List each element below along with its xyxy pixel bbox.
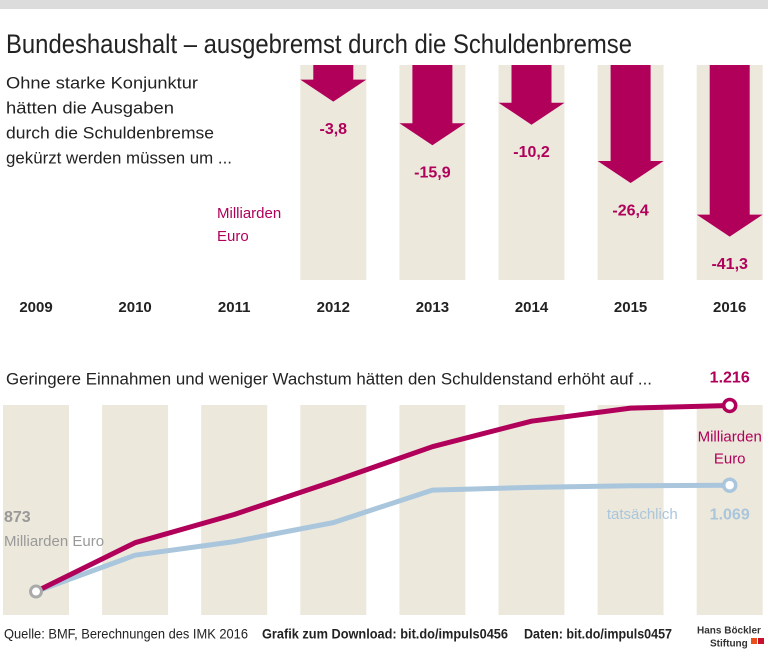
subtitle: Ohne starke Konjunktur [6,73,198,92]
logo-square [751,638,757,644]
subtitle: Geringere Einnahmen und weniger Wachstum… [6,369,652,388]
subtitle: hätten die Ausgaben [6,98,174,117]
end-value-label: 1.216 [710,370,750,387]
subtitle: gekürzt werden müssen um ... [6,148,232,167]
column [597,405,664,615]
unit-label: Euro [217,228,249,245]
value-label: -10,2 [513,144,550,161]
year-label: 2010 [118,299,151,316]
end-value-label: 1.069 [710,506,750,523]
arrow [498,65,565,125]
year-label: 2015 [614,299,647,316]
series-line [35,482,730,594]
logo-text: Hans Böckler [697,626,761,637]
year-label: 2013 [416,299,449,316]
top-band [0,0,768,9]
start-unit-label: Milliarden Euro [4,533,104,550]
end-unit-label: Euro [714,450,746,467]
download-link: Grafik zum Download: bit.do/impuls0456 [262,626,508,642]
arrow [300,65,367,102]
arrow [696,65,763,237]
arrow [399,65,466,146]
title: Bundeshaushalt – ausgebremst durch die S… [6,29,632,59]
column [201,405,268,615]
arrow [597,65,664,184]
year-label: 2012 [317,299,350,316]
logo-text: Stiftung [710,639,748,650]
column [102,405,169,615]
series-line [34,402,730,594]
value-label: -3,8 [320,121,348,138]
end-point [721,477,738,493]
column [399,405,466,615]
year-label: 2011 [218,299,251,316]
start-value-label: 873 [4,509,31,526]
source: Quelle: BMF, Berechnungen des IMK 2016 [4,626,248,642]
year-label: 2009 [19,299,52,316]
start-point [29,584,43,599]
value-label: -41,3 [711,256,748,273]
year-label: 2016 [713,299,746,316]
value-label: -15,9 [414,164,451,181]
data-link: Daten: bit.do/impuls0457 [524,626,672,642]
column [300,405,367,615]
column [696,405,763,615]
end-unit-label: Milliarden [698,428,762,445]
subtitle: durch die Schuldenbremse [6,123,214,142]
unit-label: Milliarden [217,205,281,222]
charts: 2009 2010 2011 2012 2013 2014 2015 2016 Ohne sta… [4,65,764,650]
end-point [721,397,738,414]
value-label: -26,4 [612,202,649,219]
column [498,405,565,615]
legend-label: tatsächlich [607,506,678,523]
year-label: 2014 [515,299,549,316]
logo-square [758,638,764,644]
